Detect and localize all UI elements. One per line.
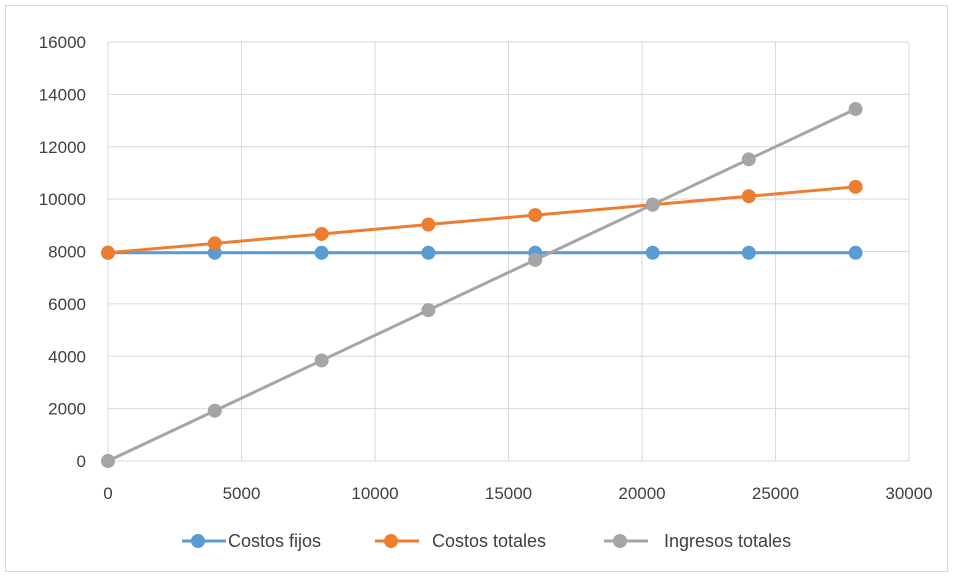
x-tick-label: 15000: [485, 484, 532, 503]
legend-label: Costos totales: [432, 531, 546, 551]
series-line-2: [107, 185, 856, 255]
y-tick-label: 8000: [48, 243, 86, 262]
series-3-point: [848, 102, 863, 117]
series-1-point: [645, 245, 660, 260]
legend-swatch-marker: [384, 534, 398, 548]
axes: 0 2000 4000 6000 8000 10000 12000 14000 16000 0 50…: [39, 33, 933, 503]
series-1-point: [421, 245, 436, 260]
x-tick-label: 10000: [351, 484, 398, 503]
series-1-point: [741, 245, 756, 260]
y-tick-label: 4000: [48, 347, 86, 366]
series-2-point: [741, 189, 756, 204]
x-tick-label: 30000: [885, 484, 932, 503]
y-tick-label: 6000: [48, 295, 86, 314]
series-2-point: [207, 236, 222, 251]
series-1-point: [848, 245, 863, 260]
series-line-3: [107, 107, 857, 463]
series-3-point: [645, 197, 660, 212]
series-3-point: [101, 454, 115, 468]
legend-item: Costos fijos: [182, 531, 321, 551]
x-tick-label: 25000: [752, 484, 799, 503]
legend-item: Costos totales: [375, 531, 546, 551]
series-2-point: [314, 226, 329, 241]
legend-label: Ingresos totales: [664, 531, 791, 551]
x-tick-label: 20000: [618, 484, 665, 503]
series-2-point: [848, 179, 863, 194]
y-tick-label: 16000: [39, 33, 86, 52]
series-3-point: [314, 353, 329, 368]
x-tick-label: 0: [103, 484, 112, 503]
series-2-point: [528, 208, 543, 223]
y-tick-label: 0: [77, 452, 86, 471]
y-tick-label: 14000: [39, 85, 86, 104]
legend-label: Costos fijos: [228, 531, 321, 551]
y-tick-label: 10000: [39, 190, 86, 209]
series-3-point: [528, 252, 543, 267]
series-3-point: [741, 152, 756, 167]
y-tick-label: 12000: [39, 138, 86, 157]
series-1-point: [314, 245, 329, 260]
series-layer: [101, 102, 863, 468]
legend-item: Ingresos totales: [604, 531, 791, 551]
legend-swatch-marker: [191, 534, 205, 548]
series-3-point: [207, 403, 222, 418]
legend-swatch-marker: [613, 534, 627, 548]
y-tick-label: 2000: [48, 400, 86, 419]
series-2-point: [101, 245, 115, 260]
x-tick-label: 5000: [223, 484, 261, 503]
series-2-point: [421, 217, 436, 232]
series-3-point: [421, 303, 436, 318]
legend: Costos fijos Costos totales Ingresos total…: [182, 531, 791, 551]
